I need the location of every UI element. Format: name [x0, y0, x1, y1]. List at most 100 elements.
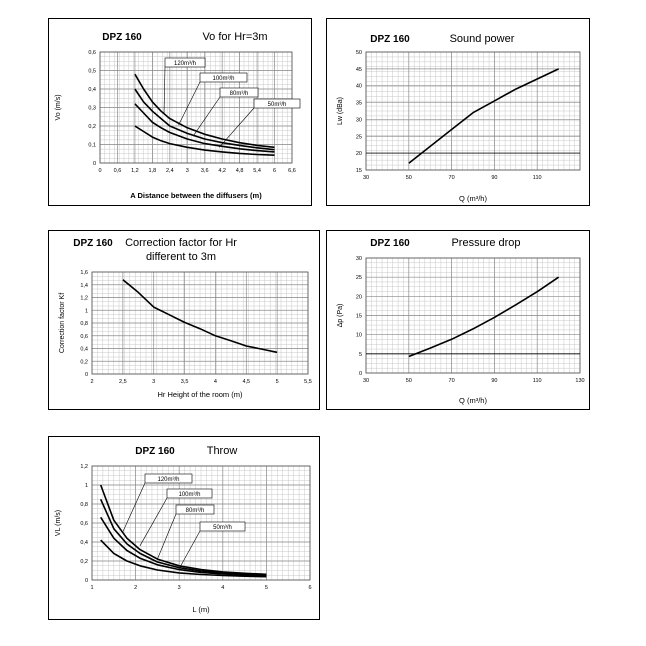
vo-x-tick-label: 2,4	[166, 168, 174, 174]
vo-series-line-0	[134, 73, 275, 149]
kf-model-label: DPZ 160	[73, 238, 113, 249]
kf-x-tick-label: 3	[152, 379, 155, 385]
sound-plot-border	[365, 51, 581, 171]
throw-y-tick-label: 1,2	[80, 464, 88, 470]
throw-plot-border	[91, 465, 311, 581]
vo-series-line-2	[134, 103, 275, 153]
dp-y-tick-label: 0	[359, 371, 362, 377]
throw-callout-line	[139, 497, 168, 546]
vo-x-tick-label: 5,4	[253, 168, 261, 174]
pressure-drop-chart-panel: 30 50 70 90 110 130 0 5 10 15 20 25 30 DPZ 160 Pressur…	[326, 230, 590, 410]
throw-series-label: 100m³/h	[178, 492, 200, 498]
throw-series-line-0	[99, 484, 267, 576]
kf-x-tick-label: 2	[90, 379, 93, 385]
dp-y-tick-label: 10	[356, 333, 362, 339]
vo-callout-line	[219, 107, 255, 148]
throw-callout-line	[157, 513, 177, 560]
vo-series-line-1	[134, 88, 275, 151]
throw-y-tick-label: 1	[85, 483, 88, 489]
throw-x-tick-label: 3	[178, 585, 181, 591]
pressure-drop-chart: 30 50 70 90 110 130 0 5 10 15 20 25 30 DPZ 160 Pressur…	[326, 230, 590, 410]
vo-series-label-box	[199, 72, 248, 83]
kf-y-tick-label: 1,2	[80, 296, 88, 302]
sound-y-tick-label: 50	[356, 50, 362, 56]
vo-x-tick-label: 1,8	[149, 168, 157, 174]
kf-x-tick-label: 2,5	[119, 379, 127, 385]
kf-y-tick-label: 0	[85, 372, 88, 378]
throw-series-line-1	[99, 498, 267, 576]
vo-callout-line	[163, 66, 166, 114]
dp-frame	[326, 230, 590, 410]
kf-x-tick-label: 3,5	[181, 379, 189, 385]
throw-series-line-3	[100, 539, 267, 578]
vo-series-label: 120m³/h	[174, 61, 196, 67]
dp-x-tick-label: 130	[575, 378, 584, 384]
throw-series-label-box	[199, 521, 246, 532]
sound-y-tick-label: 25	[356, 134, 362, 140]
sound-y-tick-label: 15	[356, 168, 362, 174]
throw-x-tick-label: 4	[221, 585, 224, 591]
dp-x-tick-label: 90	[491, 378, 497, 384]
vo-x-tick-label: 0	[98, 168, 101, 174]
dp-x-tick-label: 30	[363, 378, 369, 384]
kf-x-tick-label: 4	[214, 379, 217, 385]
sound-x-tick-label: 50	[406, 175, 412, 181]
kf-plot-border	[91, 271, 309, 375]
dp-y-tick-label: 30	[356, 256, 362, 262]
sound-x-tick-label: 70	[449, 175, 455, 181]
vo-x-axis-label: A Distance between the diffusers (m)	[130, 191, 262, 200]
sound-frame	[326, 18, 590, 206]
vo-series-label: 100m³/h	[212, 76, 234, 82]
sound-y-axis-label: Lw (dBa)	[337, 97, 344, 125]
throw-chart: 1 2 3 4 5 6 0 0,2 0,4 0,6 0,8 1 1,2 DPZ 160 Throw L (m)…	[48, 436, 320, 620]
vo-chart-panel: 0 0,6 1,2 1,8 2,4 3 3,6 4,2 4,8 5,4 6 6,6 0 0,1 0,2 0,3…	[48, 18, 312, 206]
vo-x-tick-label: 4,8	[236, 168, 244, 174]
throw-series-label-box	[175, 504, 215, 515]
sound-model-label: DPZ 160	[370, 34, 410, 45]
vo-series-label: 80m³/h	[230, 91, 249, 97]
sound-x-tick-label: 90	[491, 175, 497, 181]
dp-model-label: DPZ 160	[370, 238, 410, 249]
sound-x-tick-label: 110	[533, 175, 542, 181]
throw-y-tick-label: 0	[85, 578, 88, 584]
correction-factor-chart: 2 2,5 3 3,5 4 4,5 5 5,5 0 0,2 0,4 0,6 0,8 1 1,2 1,4 1,6 D…	[48, 230, 320, 410]
throw-x-tick-label: 6	[308, 585, 311, 591]
throw-y-tick-label: 0,8	[80, 502, 88, 508]
kf-x-axis-label: Hr Height of the room (m)	[157, 390, 243, 399]
vo-callout-line	[192, 96, 221, 137]
vo-callout-line	[178, 81, 201, 126]
sound-title: Sound power	[450, 33, 515, 45]
throw-title: Throw	[207, 445, 238, 457]
throw-series-label-box	[144, 473, 193, 484]
dp-x-tick-label: 50	[406, 378, 412, 384]
vo-series-label: 50m³/h	[268, 102, 287, 108]
dp-x-axis-label: Q (m³/h)	[459, 396, 487, 405]
vo-y-axis-label: Vo (m/s)	[55, 94, 62, 120]
sound-power-chart: 30 50 70 90 110 15 20 25 30 35 40 45 50 DPZ 160 Sound …	[326, 18, 590, 206]
throw-series-label: 120m³/h	[157, 477, 179, 483]
vo-y-tick-label: 0,1	[88, 143, 96, 149]
dp-y-tick-label: 20	[356, 294, 362, 300]
throw-callout-line	[122, 482, 146, 533]
vo-x-tick-label: 6	[273, 168, 276, 174]
kf-y-tick-label: 1,6	[80, 270, 88, 276]
kf-y-axis-label: Correction factor Kf	[59, 293, 66, 353]
sound-series-line-0	[408, 68, 559, 164]
kf-x-tick-label: 5	[276, 379, 279, 385]
vo-series-label-box	[164, 57, 206, 68]
throw-y-tick-label: 0,4	[80, 540, 88, 546]
throw-x-tick-label: 1	[90, 585, 93, 591]
throw-series-label-box	[166, 488, 213, 499]
throw-y-tick-label: 0,6	[80, 521, 88, 527]
throw-y-tick-label: 0,2	[80, 559, 88, 565]
vo-series-line-3	[134, 125, 275, 156]
sound-minor-grid	[366, 52, 580, 170]
kf-series-line-0	[122, 279, 278, 354]
kf-y-tick-label: 0,4	[80, 347, 88, 353]
vo-y-tick-label: 0,6	[88, 50, 96, 56]
dp-y-tick-label: 25	[356, 275, 362, 281]
kf-y-tick-label: 0,6	[80, 334, 88, 340]
throw-x-tick-label: 5	[265, 585, 268, 591]
vo-x-tick-label: 0,6	[114, 168, 122, 174]
vo-x-tick-label: 1,2	[131, 168, 139, 174]
